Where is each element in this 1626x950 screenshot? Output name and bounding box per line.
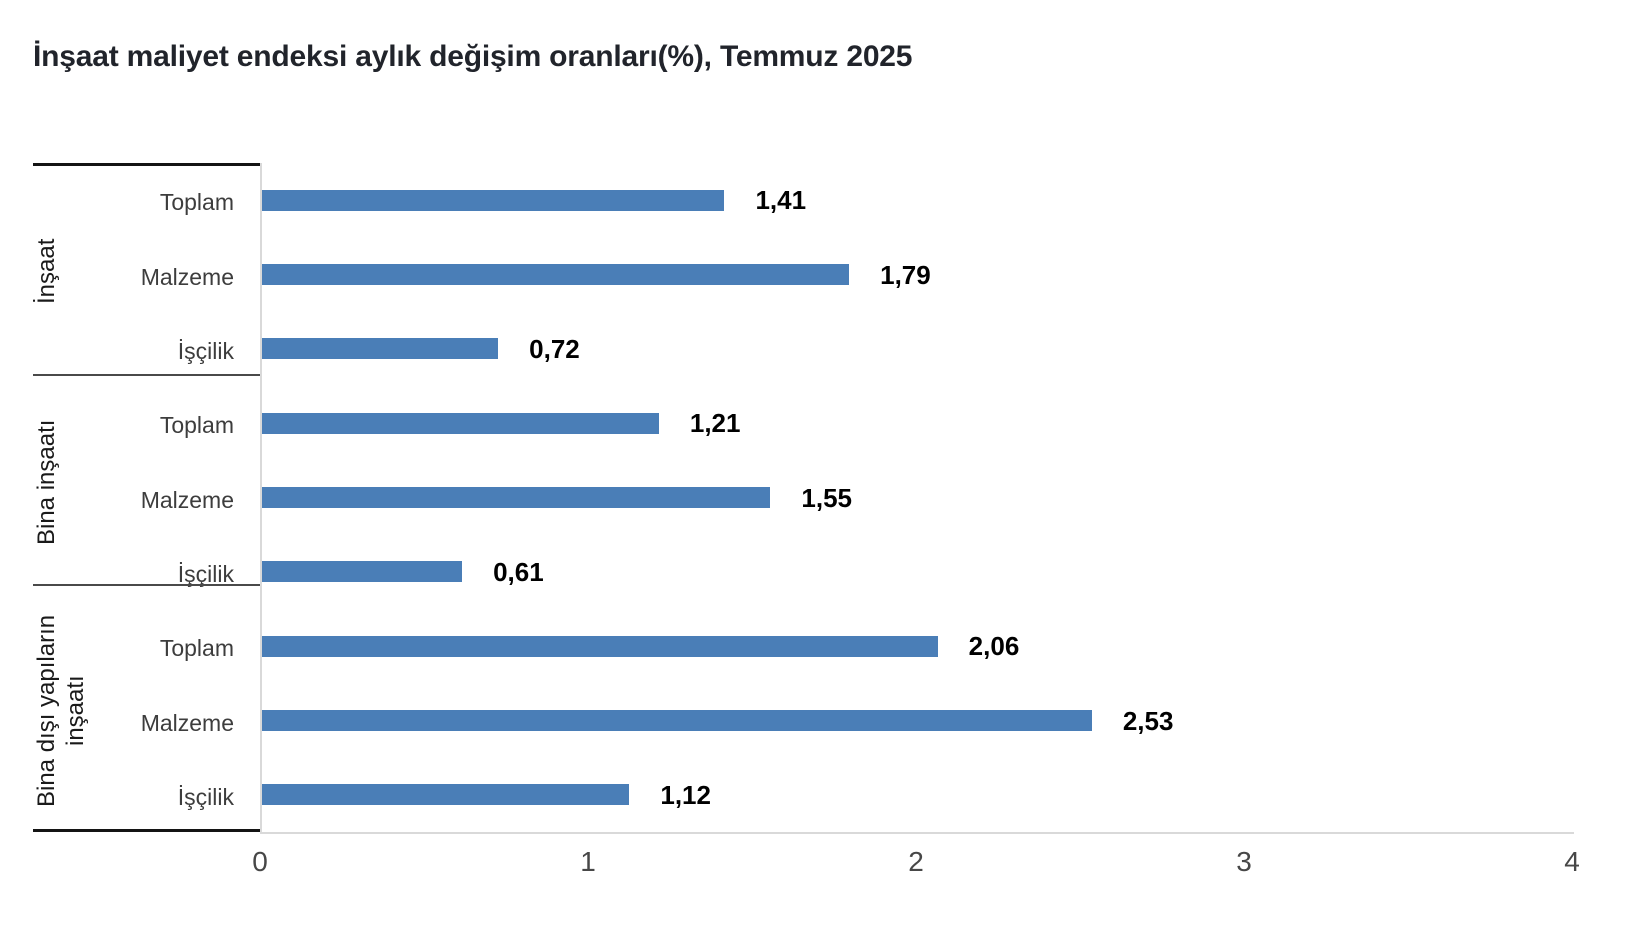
row-label: İşçilik [177, 337, 234, 364]
value-label: 0,72 [529, 333, 580, 364]
row-label: Malzeme [140, 486, 234, 513]
row-label: Malzeme [140, 709, 234, 736]
group-separator-line [33, 584, 260, 586]
value-label: 1,55 [801, 482, 852, 513]
bar [262, 189, 725, 211]
chart-title: İnşaat maliyet endeksi aylık değişim ora… [33, 40, 913, 73]
group-separator-line [33, 374, 260, 376]
value-label: 1,41 [755, 185, 807, 216]
value-label: 1,21 [689, 408, 741, 439]
bar [262, 264, 850, 285]
value-label: 2,53 [1122, 705, 1174, 736]
group-label: Bina inşaatı [33, 419, 60, 545]
bar [262, 710, 1092, 731]
value-label: 2,06 [968, 631, 1020, 662]
x-axis-tick: 1 [580, 846, 596, 877]
value-label: 1,79 [880, 259, 931, 290]
row-label: Toplam [159, 412, 234, 439]
row-label: İşçilik [177, 783, 234, 810]
bar [262, 338, 499, 360]
row-label: İşçilik [177, 560, 234, 587]
value-label: 0,61 [493, 556, 544, 587]
group-label: İnşaat [33, 238, 60, 305]
group-label: Bina dışı yapıların inşaatı [33, 614, 89, 808]
value-label: 1,12 [660, 779, 711, 810]
plot-area: 1,41 1,79 0,72 1,21 1,55 0,61 2,06 2,53 1,12 [260, 163, 1574, 834]
x-axis-tick: 2 [908, 846, 924, 877]
row-label: Toplam [159, 189, 234, 216]
bar [262, 784, 630, 806]
row-label: Malzeme [140, 263, 234, 290]
bar [262, 561, 463, 583]
x-axis-tick: 0 [252, 846, 268, 877]
bar [262, 487, 771, 508]
bar [262, 635, 938, 657]
bar [262, 412, 659, 434]
row-label: Toplam [159, 635, 234, 662]
x-axis-tick: 4 [1564, 846, 1580, 877]
x-axis-tick: 3 [1236, 846, 1252, 877]
category-label-column: İnşaat Toplam Malzeme İşçilik Bina inşaatı To… [33, 163, 260, 832]
